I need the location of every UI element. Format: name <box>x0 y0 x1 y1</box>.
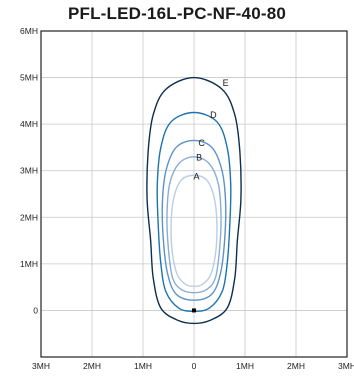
isoline-label-b: B <box>196 153 202 163</box>
luminaire-marker <box>192 308 196 313</box>
x-tick-label: 1MH <box>134 361 152 371</box>
y-tick-label: 1MH <box>20 259 38 269</box>
isoline-label-d: D <box>210 110 217 120</box>
x-tick-label: 1MH <box>236 361 254 371</box>
isoline-a <box>170 174 218 287</box>
curve-label-layer: E D CBA <box>192 78 229 313</box>
isoline-label-e: E <box>223 78 229 88</box>
tick-label-layer: 3MH 2MH 1MH 0 1MH 2MH 3MH 0 1MH 2MH 3MH 4MH 5MH 6MH <box>20 26 354 371</box>
x-tick-label: 2MH <box>287 361 305 371</box>
y-tick-label: 2MH <box>20 212 38 222</box>
x-tick-label: 0 <box>192 361 197 371</box>
isoline-b <box>166 156 222 294</box>
curve-layer <box>146 76 242 325</box>
x-tick-label: 3MH <box>32 361 50 371</box>
chart-title: PFL-LED-16L-PC-NF-40-80 <box>67 4 287 23</box>
y-tick-label: 4MH <box>20 119 38 129</box>
y-tick-label: 5MH <box>20 73 38 83</box>
x-tick-label: 3MH <box>338 361 354 371</box>
grid-layer <box>41 31 347 357</box>
y-tick-label: 3MH <box>20 166 38 176</box>
isoline-label-c: C <box>198 138 205 148</box>
plot-frame <box>40 30 348 358</box>
isoline-label-a: A <box>194 171 200 181</box>
y-tick-label: 0 <box>33 305 38 315</box>
x-tick-label: 2MH <box>83 361 101 371</box>
y-tick-label: 6MH <box>20 26 38 36</box>
isoline-e <box>146 76 242 325</box>
isoline-c <box>161 139 227 301</box>
